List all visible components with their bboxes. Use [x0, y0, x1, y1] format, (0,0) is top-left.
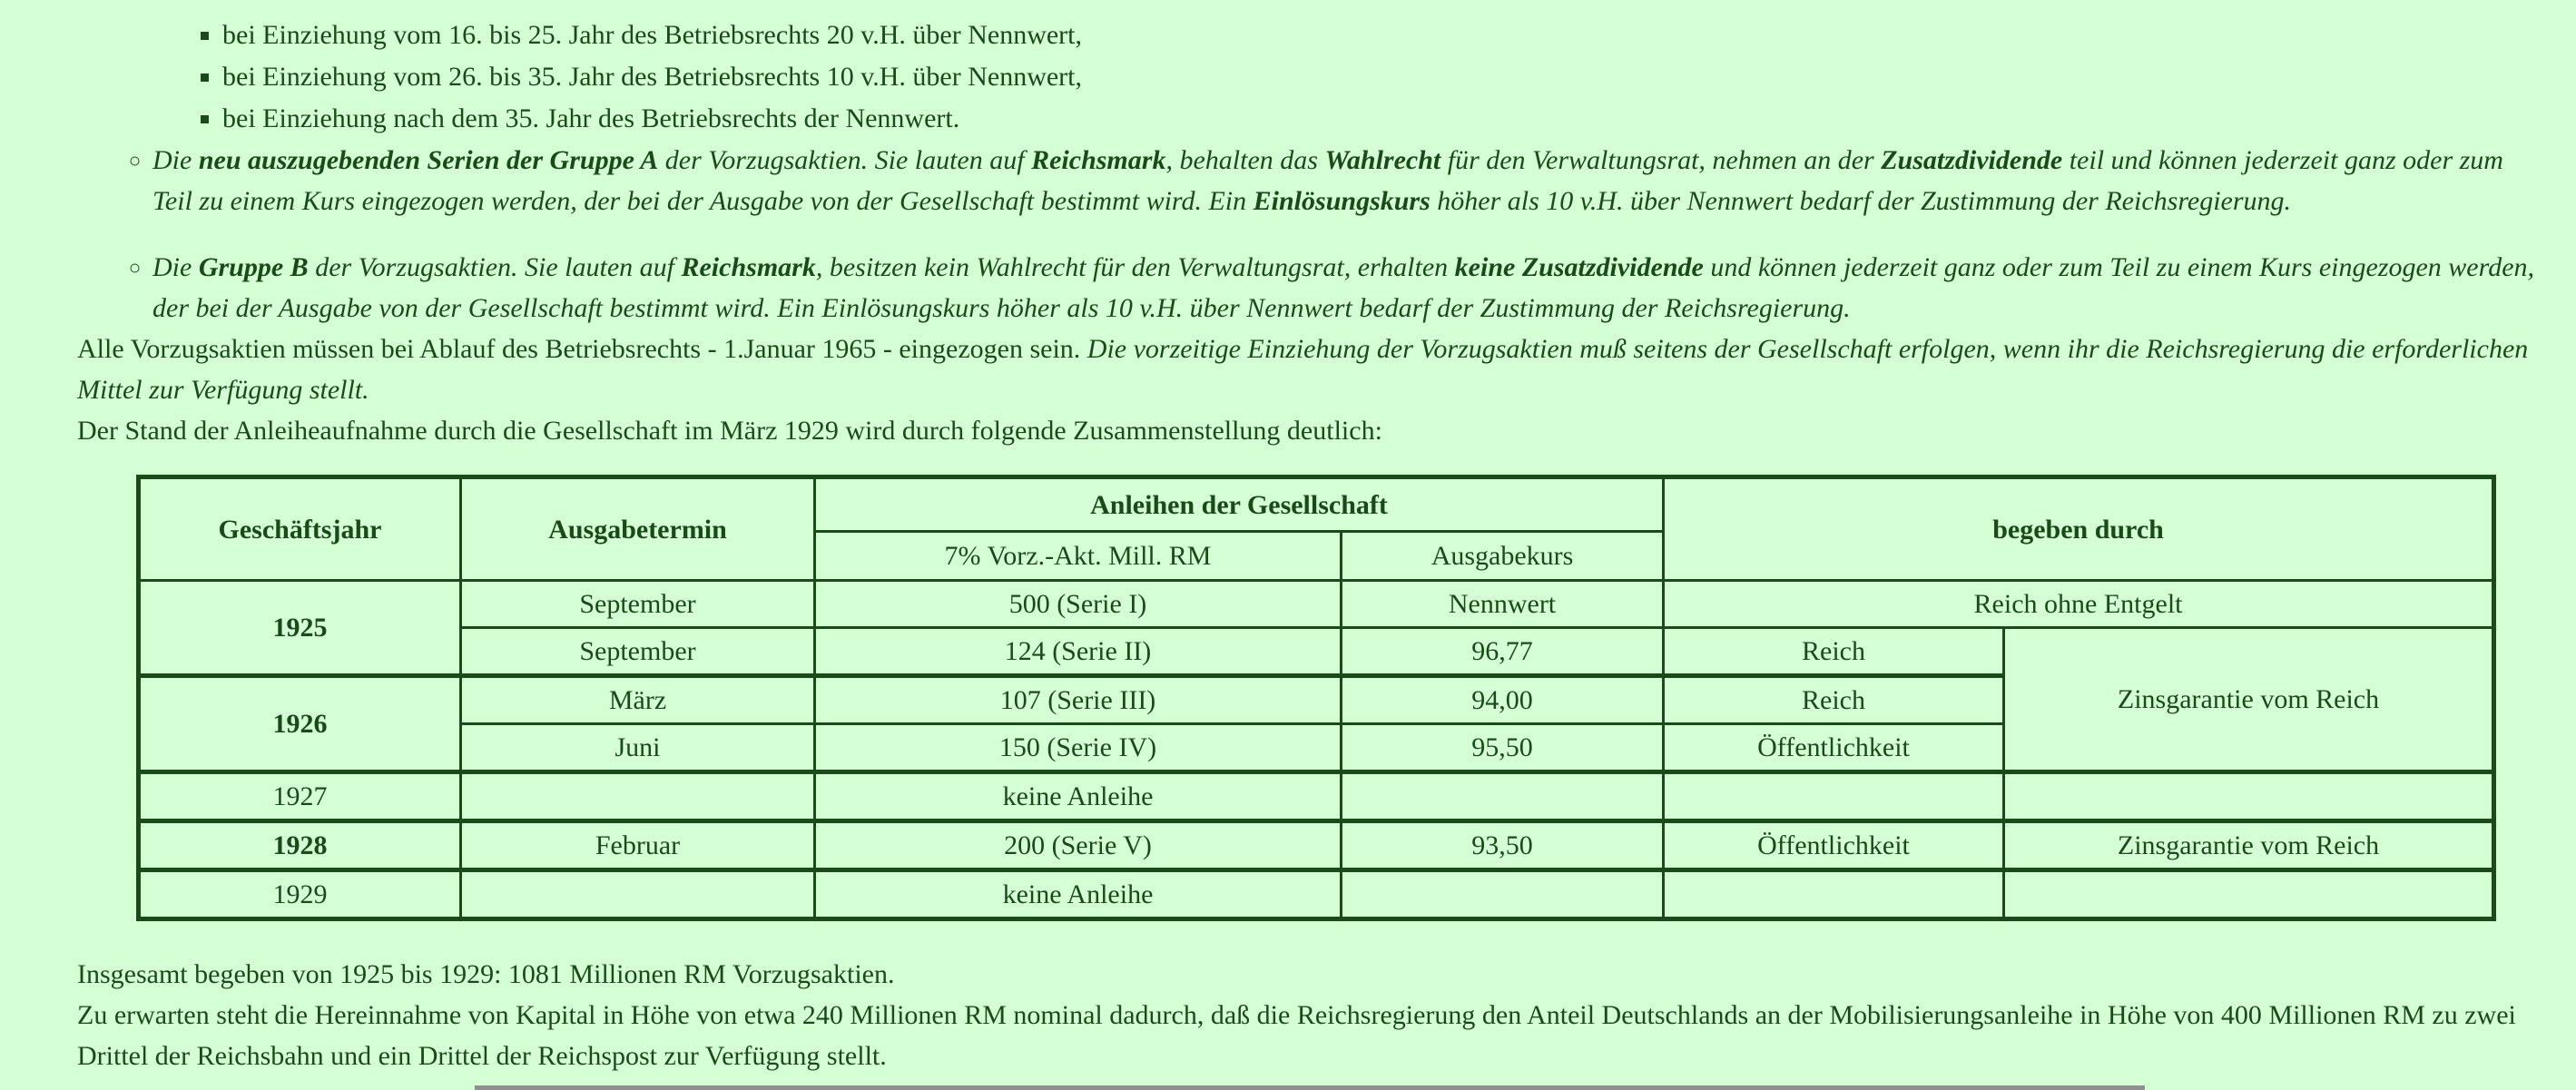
col-header-anleihen: Anleihen der Gesellschaft — [812, 476, 1666, 533]
col-header-ausgabetermin: Ausgabetermin — [459, 476, 816, 582]
list-item: bei Einziehung vom 26. bis 35. Jahr des … — [222, 56, 2542, 98]
list-item: bei Einziehung vom 16. bis 25. Jahr des … — [222, 15, 2542, 56]
table-cell-kurs — [1339, 868, 1666, 920]
table-cell-anleihe: keine Anleihe — [813, 770, 1342, 822]
table-cell-kurs: 93,50 — [1339, 819, 1666, 871]
table-cell-year: 1929 — [137, 868, 462, 920]
table-cell-kurs — [1339, 770, 1666, 822]
table-row-1925-serie1: 1925 September 500 (Serie I) Nennwert Re… — [137, 579, 2496, 677]
share-groups-list: Die neu auszugebenden Serien der Gruppe … — [77, 140, 2542, 329]
col-header-ausgabekurs: Ausgabekurs — [1339, 530, 1666, 582]
paragraph-stand: Der Stand der Anleiheaufnahme durch die … — [77, 416, 1382, 446]
table-row-1927: 1927 keine Anleihe — [137, 770, 2496, 822]
table-cell-termin: Februar — [459, 819, 816, 871]
list-item-gruppe-b: Die Gruppe B der Vorzugsaktien. Sie laut… — [152, 247, 2542, 329]
table-cell-termin: September — [459, 626, 816, 677]
table-cell-garantie: Zinsgarantie vom Reich — [2002, 626, 2496, 773]
table-row-1926-serie4: Juni 150 (Serie IV) 95,50 Öffentlichkeit — [139, 722, 2494, 773]
table-cell-termin: September — [459, 579, 816, 629]
list-item: bei Einziehung nach dem 35. Jahr des Bet… — [222, 98, 2542, 140]
paragraph-insgesamt: Insgesamt begeben von 1925 bis 1929: 108… — [77, 959, 895, 989]
table-cell-garantie: Zinsgarantie vom Reich — [2002, 819, 2496, 871]
table-cell-year: 1927 — [137, 770, 462, 822]
col-header-vorz-akt: 7% Vorz.-Akt. Mill. RM — [813, 530, 1342, 582]
table-cell-anleihe: keine Anleihe — [813, 868, 1342, 920]
table-row-1926-serie3: 1926 März 107 (Serie III) 94,00 Reich — [137, 673, 2494, 773]
table-cell-anleihe: 150 (Serie IV) — [813, 722, 1342, 773]
section-divider — [474, 1085, 2145, 1090]
table-cell-begeben — [1662, 868, 2006, 920]
list-item-gruppe-a: Die neu auszugebenden Serien der Gruppe … — [152, 140, 2542, 221]
table-row-1928-serie5: 1928 Februar 200 (Serie V) 93,50 Öffentl… — [137, 819, 2496, 871]
col-header-geschaeftsjahr: Geschäftsjahr — [137, 476, 462, 582]
table-cell-begeben: Reich — [1662, 673, 2006, 725]
table-row-1925-serie2: September 124 (Serie II) 96,77 Reich Zin… — [139, 626, 2496, 773]
table-cell-kurs: 94,00 — [1339, 673, 1666, 725]
table-cell-termin — [459, 868, 816, 920]
table-cell-garantie — [2002, 868, 2496, 920]
table-cell-begeben: Reich — [1662, 626, 2006, 677]
table-cell-anleihe: 500 (Serie I) — [813, 579, 1342, 629]
table-cell-termin: Juni — [459, 722, 816, 773]
table-cell-year: 1925 — [137, 579, 462, 677]
table-cell-termin — [459, 770, 816, 822]
paragraph-zu-erwarten: Zu erwarten steht die Hereinnahme von Ka… — [77, 1000, 2516, 1071]
paragraph-alle-vorzugsaktien: Alle Vorzugsaktien müssen bei Ablauf des… — [77, 334, 2529, 405]
table-cell-kurs: Nennwert — [1339, 579, 1666, 629]
bond-table: Geschäftsjahr Ausgabetermin Anleihen der… — [136, 475, 2497, 921]
table-cell-begeben: Öffentlichkeit — [1662, 722, 2006, 773]
redemption-terms-list: bei Einziehung vom 16. bis 25. Jahr des … — [77, 15, 2542, 140]
table-row-1929: 1929 keine Anleihe — [137, 868, 2496, 920]
table-cell-anleihe: 107 (Serie III) — [813, 673, 1342, 725]
table-cell-anleihe: 200 (Serie V) — [813, 819, 1342, 871]
table-cell-begeben: Reich ohne Entgelt — [1662, 579, 2496, 629]
table-cell-anleihe: 124 (Serie II) — [813, 626, 1342, 677]
col-header-begeben-durch: begeben durch — [1662, 476, 2496, 582]
table-cell-kurs: 96,77 — [1339, 626, 1666, 677]
table-cell-begeben: Öffentlichkeit — [1662, 819, 2006, 871]
table-cell-year: 1928 — [137, 819, 462, 871]
table-cell-garantie — [2002, 770, 2496, 822]
table-cell-year: 1926 — [137, 673, 462, 773]
table-cell-termin: März — [459, 673, 816, 725]
table-cell-begeben — [1662, 770, 2006, 822]
table-cell-kurs: 95,50 — [1339, 722, 1666, 773]
